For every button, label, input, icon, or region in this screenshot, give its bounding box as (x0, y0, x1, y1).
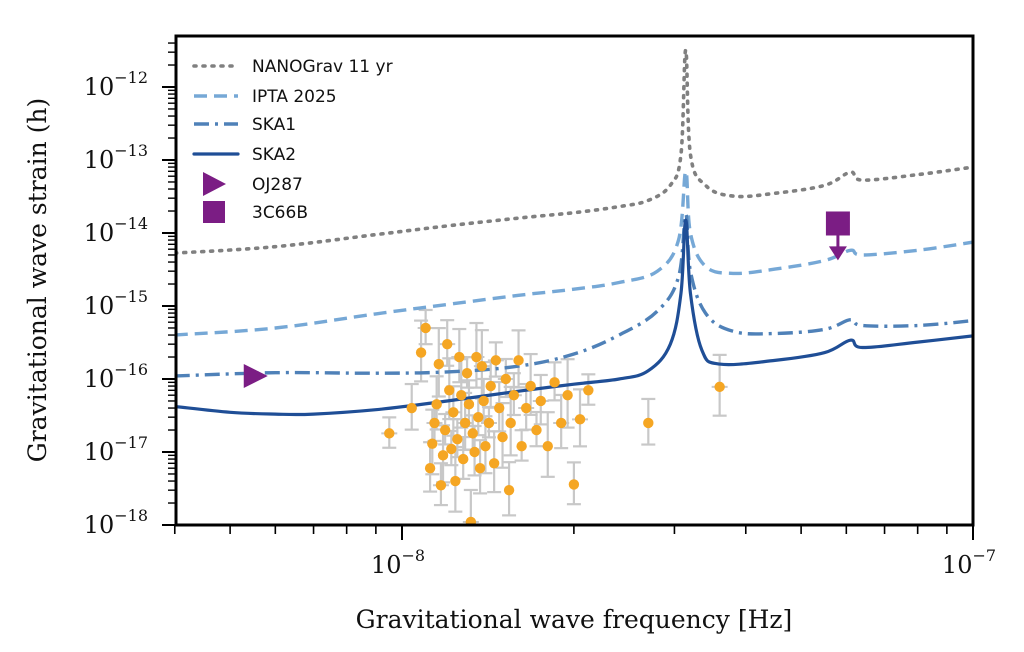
data-point (433, 358, 445, 370)
data-point (437, 450, 449, 461)
data-point (503, 484, 515, 496)
data-point (474, 462, 486, 474)
data-point (574, 414, 586, 425)
marker-layer (243, 211, 850, 388)
data-point (483, 417, 495, 429)
data-point (452, 433, 463, 445)
data-point (420, 322, 431, 334)
data-point (490, 355, 502, 366)
marker-oj287 (243, 363, 268, 388)
data-point (531, 424, 542, 436)
y-tick-label: 10−16 (84, 360, 148, 393)
scatter-layer (384, 322, 725, 525)
data-point (516, 441, 527, 452)
data-point (505, 417, 516, 429)
data-point (714, 381, 725, 393)
y-tick-label: 10−14 (84, 214, 148, 247)
marker-3c66b (825, 211, 850, 261)
series-line-3 (176, 218, 973, 417)
y-tick-label: 10−18 (84, 506, 148, 539)
y-tick-label: 10−12 (84, 68, 148, 101)
data-point (525, 380, 536, 392)
data-point (450, 475, 461, 487)
data-point (415, 347, 427, 358)
data-point (508, 389, 520, 401)
x-axis-title: Gravitational wave frequency [Hz] (356, 605, 793, 634)
data-point (643, 417, 654, 429)
legend: NANOGrav 11 yr IPTA 2025 SKA1 SKA2 OJ287 3C66… (192, 57, 393, 223)
data-point (480, 441, 491, 452)
data-point (406, 402, 417, 414)
data-point (494, 402, 505, 414)
data-point (471, 351, 482, 363)
data-point (458, 453, 469, 465)
data-point (513, 355, 524, 366)
data-point (459, 417, 471, 429)
legend-label: IPTA 2025 (252, 87, 337, 107)
data-point (485, 380, 496, 392)
data-point (431, 399, 442, 410)
data-point (427, 438, 438, 449)
data-point (461, 368, 473, 379)
y-tick-label: 10−17 (84, 433, 148, 466)
data-point (463, 399, 475, 410)
y-axis-title: Gravitational wave strain (h) (23, 98, 52, 463)
plot-frame (174, 34, 975, 527)
data-point (469, 446, 480, 458)
data-point (435, 480, 447, 491)
legend-label: OJ287 (252, 175, 303, 195)
series-line-2 (176, 212, 973, 378)
data-point (568, 479, 580, 490)
data-point (500, 373, 512, 385)
data-point (583, 385, 594, 396)
data-point (456, 389, 467, 401)
data-point (424, 462, 436, 474)
x-tick-label: 10−7 (942, 546, 996, 579)
data-point (467, 428, 478, 439)
errorbar-layer (381, 308, 728, 525)
legend-label: NANOGrav 11 yr (252, 57, 393, 77)
tick-layer: 10−8 10−7 10−18 10−17 10−16 10−15 10−14 10−13 10… (84, 42, 996, 579)
legend-label: 3C66B (252, 203, 308, 223)
legend-swatch (203, 201, 225, 223)
data-point (520, 402, 532, 414)
data-point (442, 338, 453, 350)
legend-swatch (203, 172, 226, 196)
legend-label: SKA1 (252, 115, 296, 135)
data-point (448, 407, 459, 418)
curve-layer (176, 48, 973, 417)
data-point (555, 417, 567, 429)
data-point (497, 431, 508, 443)
data-point (535, 395, 546, 407)
y-tick-label: 10−13 (84, 141, 148, 174)
data-point (439, 424, 451, 436)
data-point (542, 441, 553, 452)
data-point (476, 360, 488, 372)
series-line-1 (176, 169, 973, 337)
x-tick-label: 10−8 (371, 546, 425, 579)
y-tick-label: 10−15 (84, 287, 148, 320)
data-point (473, 411, 484, 423)
legend-label: SKA2 (252, 145, 296, 165)
data-point (384, 428, 395, 439)
data-point (454, 351, 465, 363)
data-point (478, 395, 489, 407)
series-line-0 (176, 48, 973, 255)
data-point (488, 458, 500, 469)
data-point (429, 417, 440, 429)
data-point (549, 377, 560, 388)
data-point (444, 385, 455, 396)
data-point (446, 443, 457, 455)
data-point (562, 389, 573, 401)
data-point (465, 516, 477, 525)
